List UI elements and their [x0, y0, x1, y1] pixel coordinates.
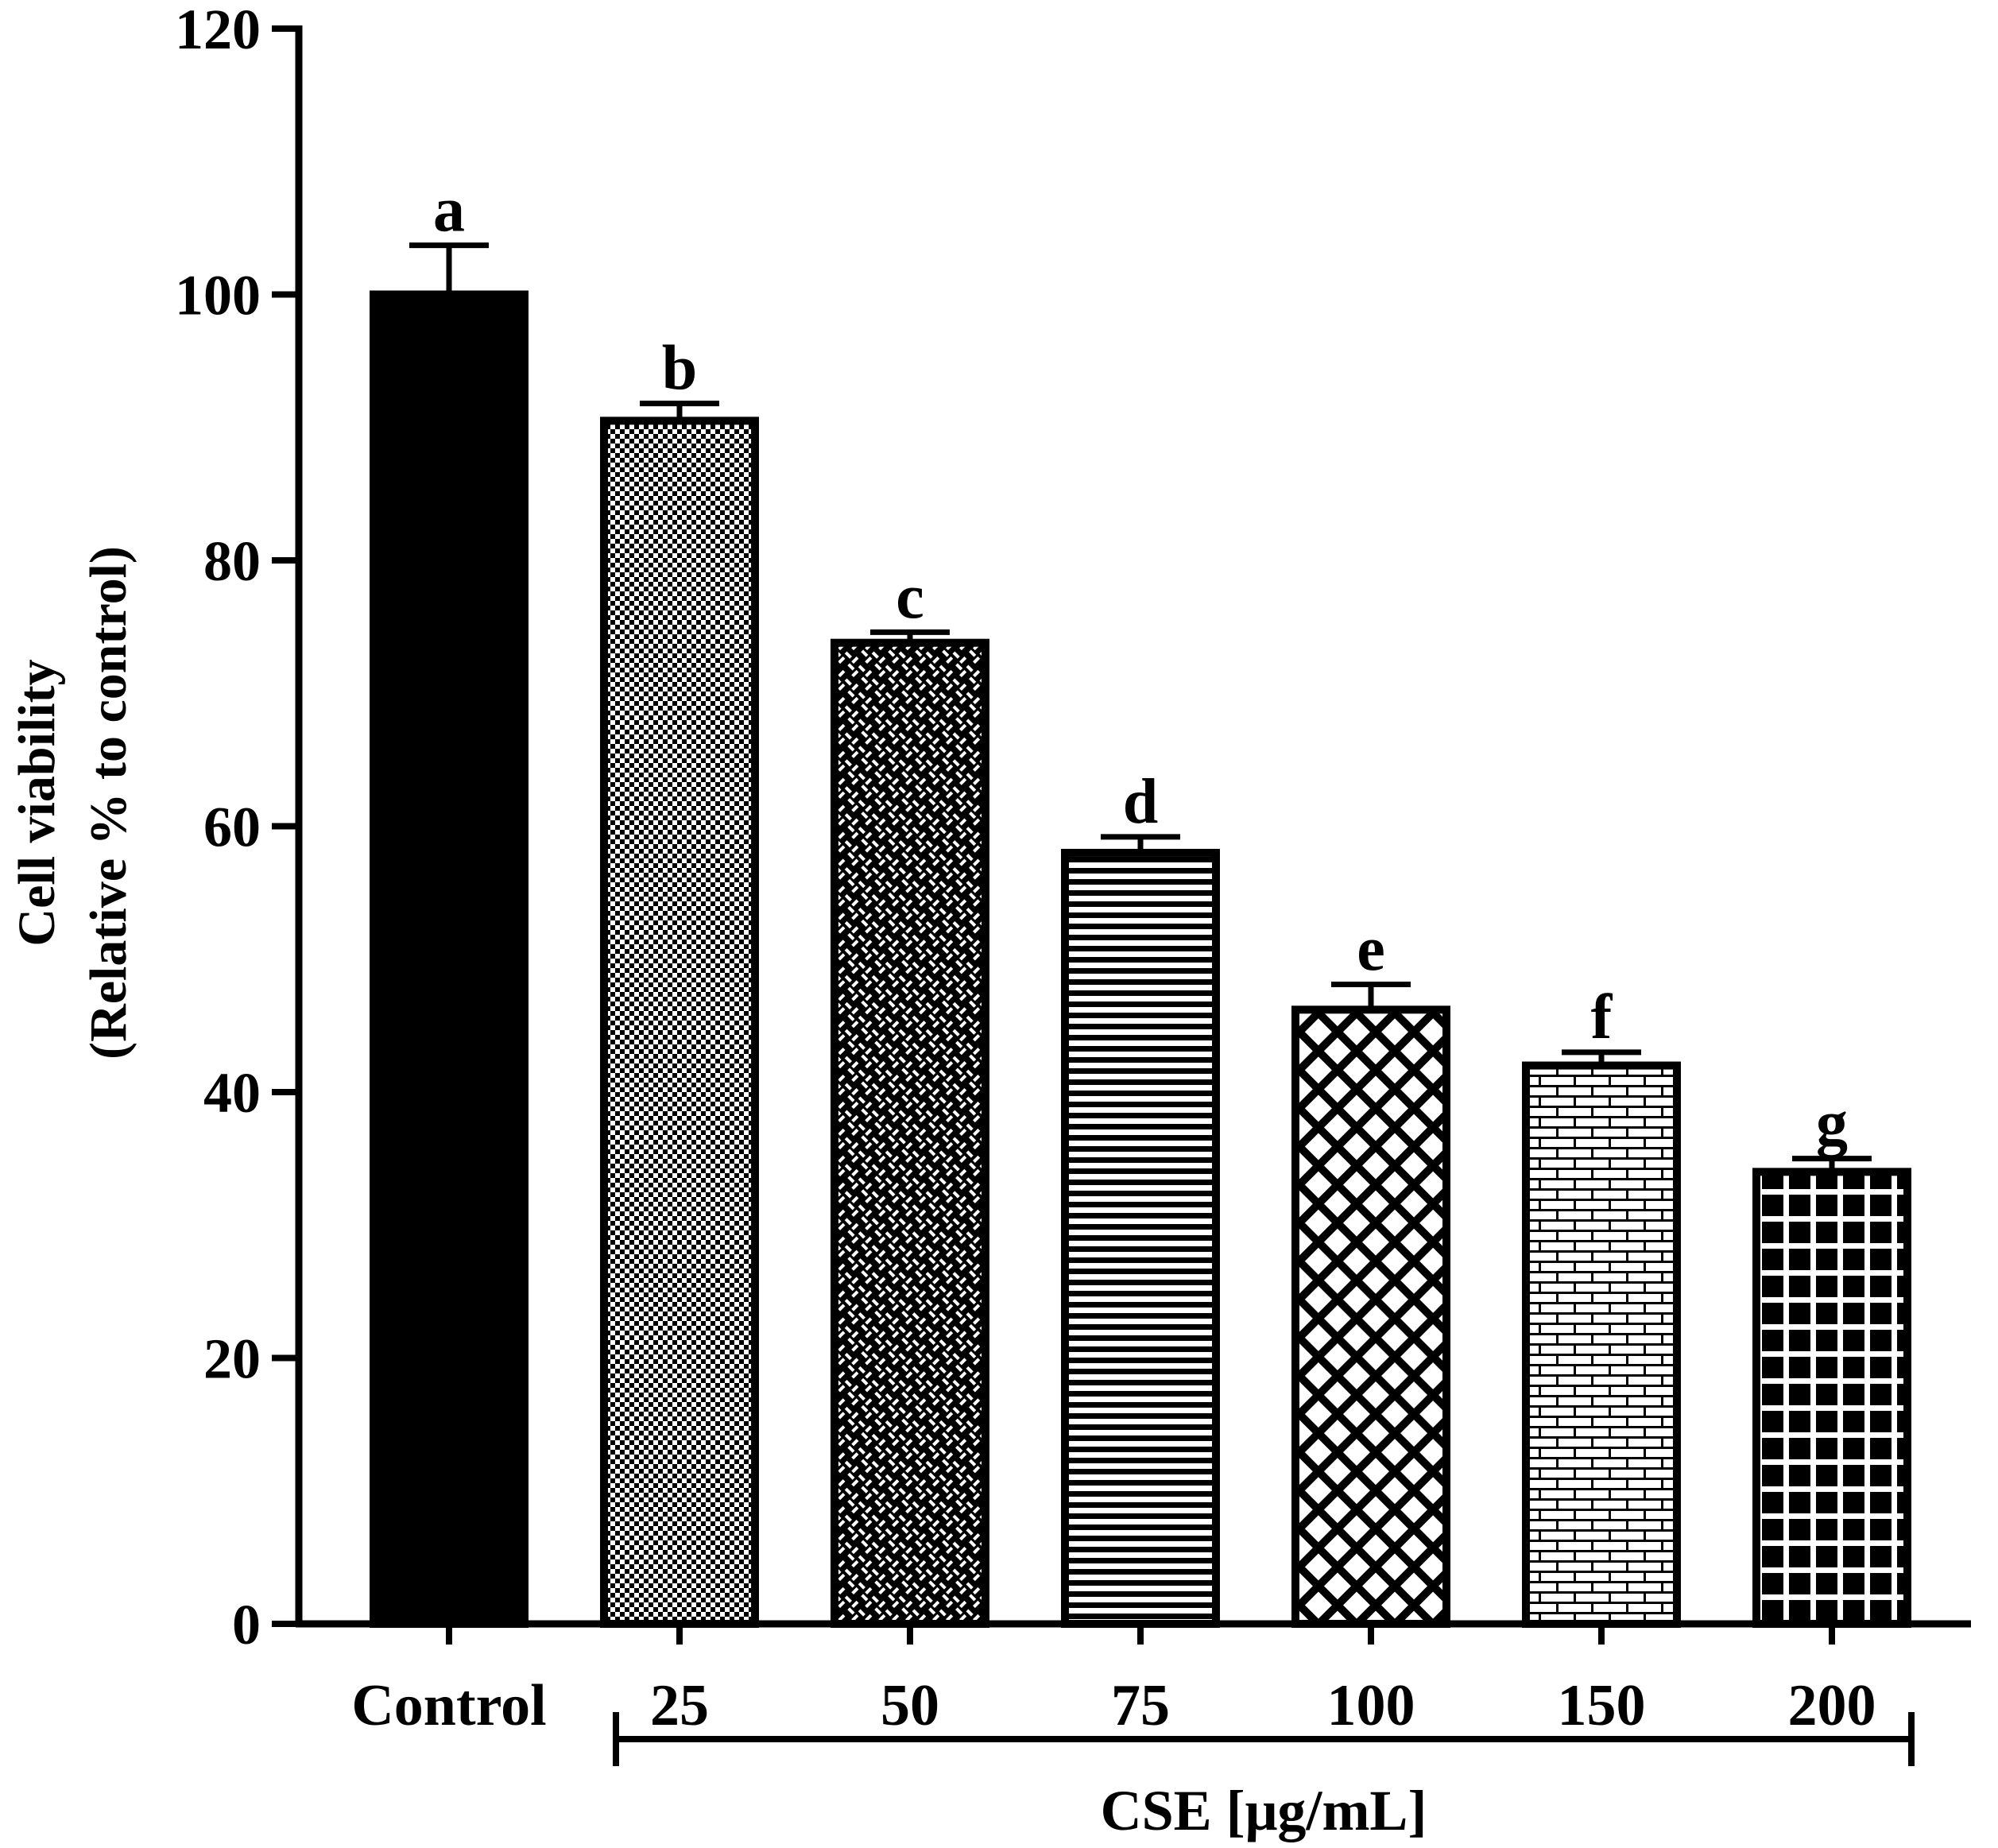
significance-letter-b: b: [662, 334, 698, 404]
axes: [295, 25, 1971, 1628]
y-tick-label-60: 60: [203, 796, 261, 859]
significance-letter-f: f: [1591, 982, 1613, 1052]
significance-letter-g: g: [1816, 1089, 1848, 1159]
x-label-Control: Control: [351, 1673, 546, 1738]
significance-letter-e: e: [1357, 915, 1385, 985]
y-axis-title: Cell viability (Relative % to control): [8, 546, 137, 1060]
x-label-75: 75: [1111, 1673, 1170, 1738]
significance-letter-d: d: [1123, 767, 1159, 837]
y-tick-label-20: 20: [203, 1327, 261, 1391]
y-tick-label-120: 120: [175, 0, 261, 61]
bar-Control: [370, 290, 529, 1628]
bar-75: [1061, 848, 1220, 1628]
y-tick-label-100: 100: [175, 264, 261, 327]
bar-100: [1291, 1005, 1450, 1629]
significance-letter-a: a: [433, 176, 465, 246]
x-label-150: 150: [1558, 1673, 1646, 1738]
bar-150: [1522, 1061, 1681, 1629]
group-label: CSE [μg/mL]: [1101, 1779, 1427, 1842]
y-tick-label-0: 0: [232, 1593, 261, 1656]
y-axis-title-line2: (Relative % to control): [79, 546, 137, 1060]
y-tick-label-80: 80: [203, 529, 261, 593]
x-label-200: 200: [1788, 1673, 1876, 1738]
group-bracket: CSE [μg/mL]: [613, 1712, 1915, 1842]
x-label-25: 25: [650, 1673, 709, 1738]
x-label-50: 50: [881, 1673, 939, 1738]
bar-25: [600, 416, 759, 1629]
bars: a b c d e f g: [370, 176, 1911, 1629]
y-tick-label-40: 40: [203, 1061, 261, 1125]
bar-50: [831, 638, 989, 1629]
x-axis-labels: Control 25 50 75 100 150 200: [351, 1624, 1876, 1738]
y-axis-title-line1: Cell viability: [8, 659, 66, 946]
y-axis-ticks: 0 20 40 60 80 100 120: [175, 0, 299, 1656]
bar-200: [1752, 1168, 1911, 1628]
x-label-100: 100: [1327, 1673, 1415, 1738]
significance-letter-c: c: [896, 562, 924, 632]
